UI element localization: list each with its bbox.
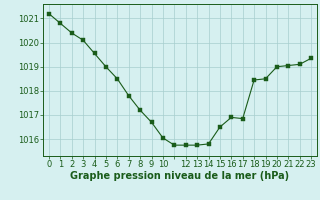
- X-axis label: Graphe pression niveau de la mer (hPa): Graphe pression niveau de la mer (hPa): [70, 171, 290, 181]
